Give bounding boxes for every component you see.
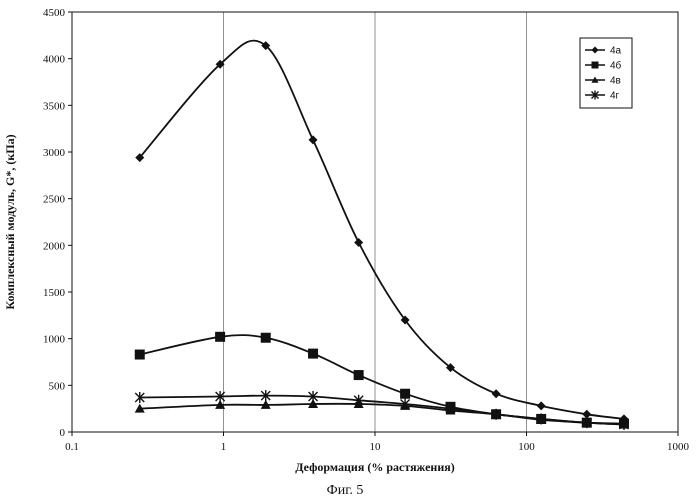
series-line: [140, 335, 624, 424]
y-axis-title: Комплексный модуль, G*, (кПа): [3, 134, 17, 309]
x-tick-label: 0.1: [65, 441, 79, 453]
legend-label: 4г: [610, 91, 620, 102]
series-line: [140, 404, 624, 425]
series-layer: [135, 41, 629, 431]
legend-label: 4в: [610, 76, 621, 87]
data-point-diamond: [354, 238, 363, 247]
x-axis-title: Деформация (% растяжения): [295, 460, 455, 474]
series-square: [135, 332, 629, 429]
y-tick-label: 2000: [43, 240, 66, 252]
y-tick-label: 2500: [43, 194, 66, 206]
data-point-square: [261, 333, 271, 343]
legend-label: 4б: [610, 60, 622, 72]
legend: 4а 4б 4в 4г: [580, 38, 632, 108]
x-tick-label: 100: [518, 441, 535, 453]
x-tick-label: 1000: [667, 441, 690, 453]
y-axis-tick-labels: 0 500 1000 1500 2000 2500 3000 3500 4000 4500: [43, 7, 66, 439]
series-asterisk: [135, 390, 628, 430]
y-tick-label: 0: [60, 427, 66, 439]
data-point-diamond: [537, 401, 546, 410]
figure-caption: Фиг. 5: [327, 483, 364, 498]
data-point-square: [215, 332, 225, 342]
y-tick-label: 500: [49, 380, 66, 392]
y-tick-label: 1500: [43, 287, 66, 299]
y-tick-label: 1000: [43, 334, 66, 346]
series-triangle: [135, 399, 629, 429]
data-point-square: [400, 389, 410, 399]
y-tick-label: 4000: [43, 54, 66, 66]
x-tick-label: 1: [221, 441, 227, 453]
legend-box: [580, 38, 632, 108]
legend-marker-square: [592, 62, 599, 69]
series-line: [140, 396, 624, 425]
x-tick-label: 10: [370, 441, 382, 453]
series-line: [140, 41, 624, 419]
y-tick-label: 4500: [43, 7, 66, 19]
series-diamond: [135, 41, 628, 424]
data-point-square: [354, 370, 364, 380]
data-point-square: [308, 349, 318, 359]
data-point-diamond: [492, 389, 501, 398]
data-point-square: [135, 350, 145, 360]
x-axis-tick-labels: 0.1 1 10 100 1000: [65, 441, 689, 453]
data-point-diamond: [309, 135, 318, 144]
legend-label: 4а: [610, 46, 622, 57]
y-tick-label: 3500: [43, 100, 66, 112]
y-tick-label: 3000: [43, 147, 66, 159]
